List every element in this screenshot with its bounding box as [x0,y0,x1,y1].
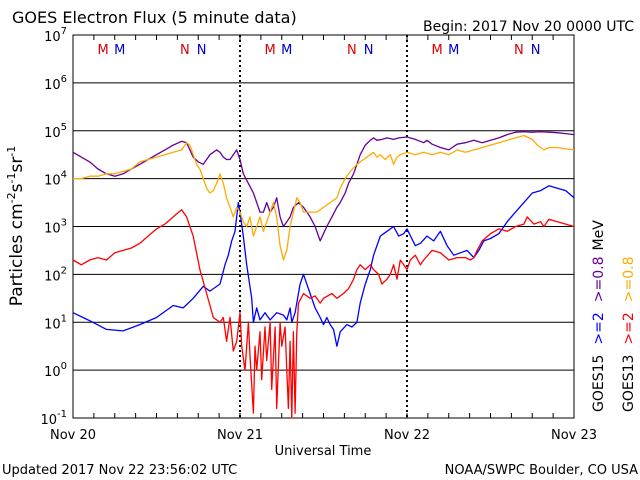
y-tick-label: 102 [44,265,67,284]
y-tick-label: 106 [44,74,67,93]
mn-marker: N [514,43,524,58]
legend-goes15-label: GOES15 [591,355,607,412]
mn-marker: M [97,43,108,58]
legend-goes13-row: GOES13 >=2 >=0.8 [621,256,637,412]
y-tick-label: 107 [44,26,67,45]
y-tick-label: 105 [44,122,67,141]
legend-goes13-label: GOES13 [621,355,637,412]
x-tick-label: Nov 21 [217,428,263,443]
mn-marker: N [197,43,207,58]
x-tick-labels: Nov 20 Nov 21 Nov 22 Nov 23 [50,428,597,443]
mn-marker: N [364,43,374,58]
y-tick-labels: 107 106 105 104 103 102 101 100 10-1 [40,26,67,428]
mn-marker: N [180,43,190,58]
x-axis-label: Universal Time [275,444,372,459]
series-lines [72,131,575,419]
legend-goes15: GOES15 >=2 >=0.8 MeV [591,220,607,412]
y-axis-label: Particles cm-2s-1sr-1 [5,146,27,307]
legend-goes15-2mev: >=2 [591,312,607,344]
mn-marker: M [281,43,292,58]
series-line [72,209,575,419]
y-tick-label: 100 [44,361,67,380]
y-tick-label: 103 [44,218,67,237]
credit-label: NOAA/SWPC Boulder, CO USA [445,463,638,478]
legend-unit: MeV [591,220,607,251]
mn-marker: N [347,43,357,58]
grid-lines [73,82,574,371]
begin-time-label: Begin: 2017 Nov 20 0000 UTC [423,19,634,35]
mn-marker: M [448,43,459,58]
legend-goes13: GOES13 >=2 >=0.8 [621,256,637,412]
legend-goes15-08mev: >=0.8 [591,256,607,302]
legend-goes15-row: GOES15 >=2 >=0.8 MeV [591,220,607,412]
updated-timestamp: Updated 2017 Nov 22 23:56:02 UTC [2,463,237,478]
mn-marker: N [531,43,541,58]
series-line [72,131,575,242]
mn-marker: M [431,43,442,58]
mn-marker: M [114,43,125,58]
x-tick-label: Nov 22 [384,428,430,443]
series-line [73,134,575,261]
legend-goes13-2mev: >=2 [621,312,637,344]
x-tick-label: Nov 20 [50,428,96,443]
y-tick-label: 10-1 [40,409,67,428]
legend-goes13-08mev: >=0.8 [621,256,637,302]
chart-title: GOES Electron Flux (5 minute data) [12,8,297,27]
series-line [72,185,575,347]
mn-marker: M [264,43,275,58]
x-tick-label: Nov 23 [551,428,597,443]
y-tick-label: 104 [44,170,67,189]
y-tick-label: 101 [44,313,67,332]
